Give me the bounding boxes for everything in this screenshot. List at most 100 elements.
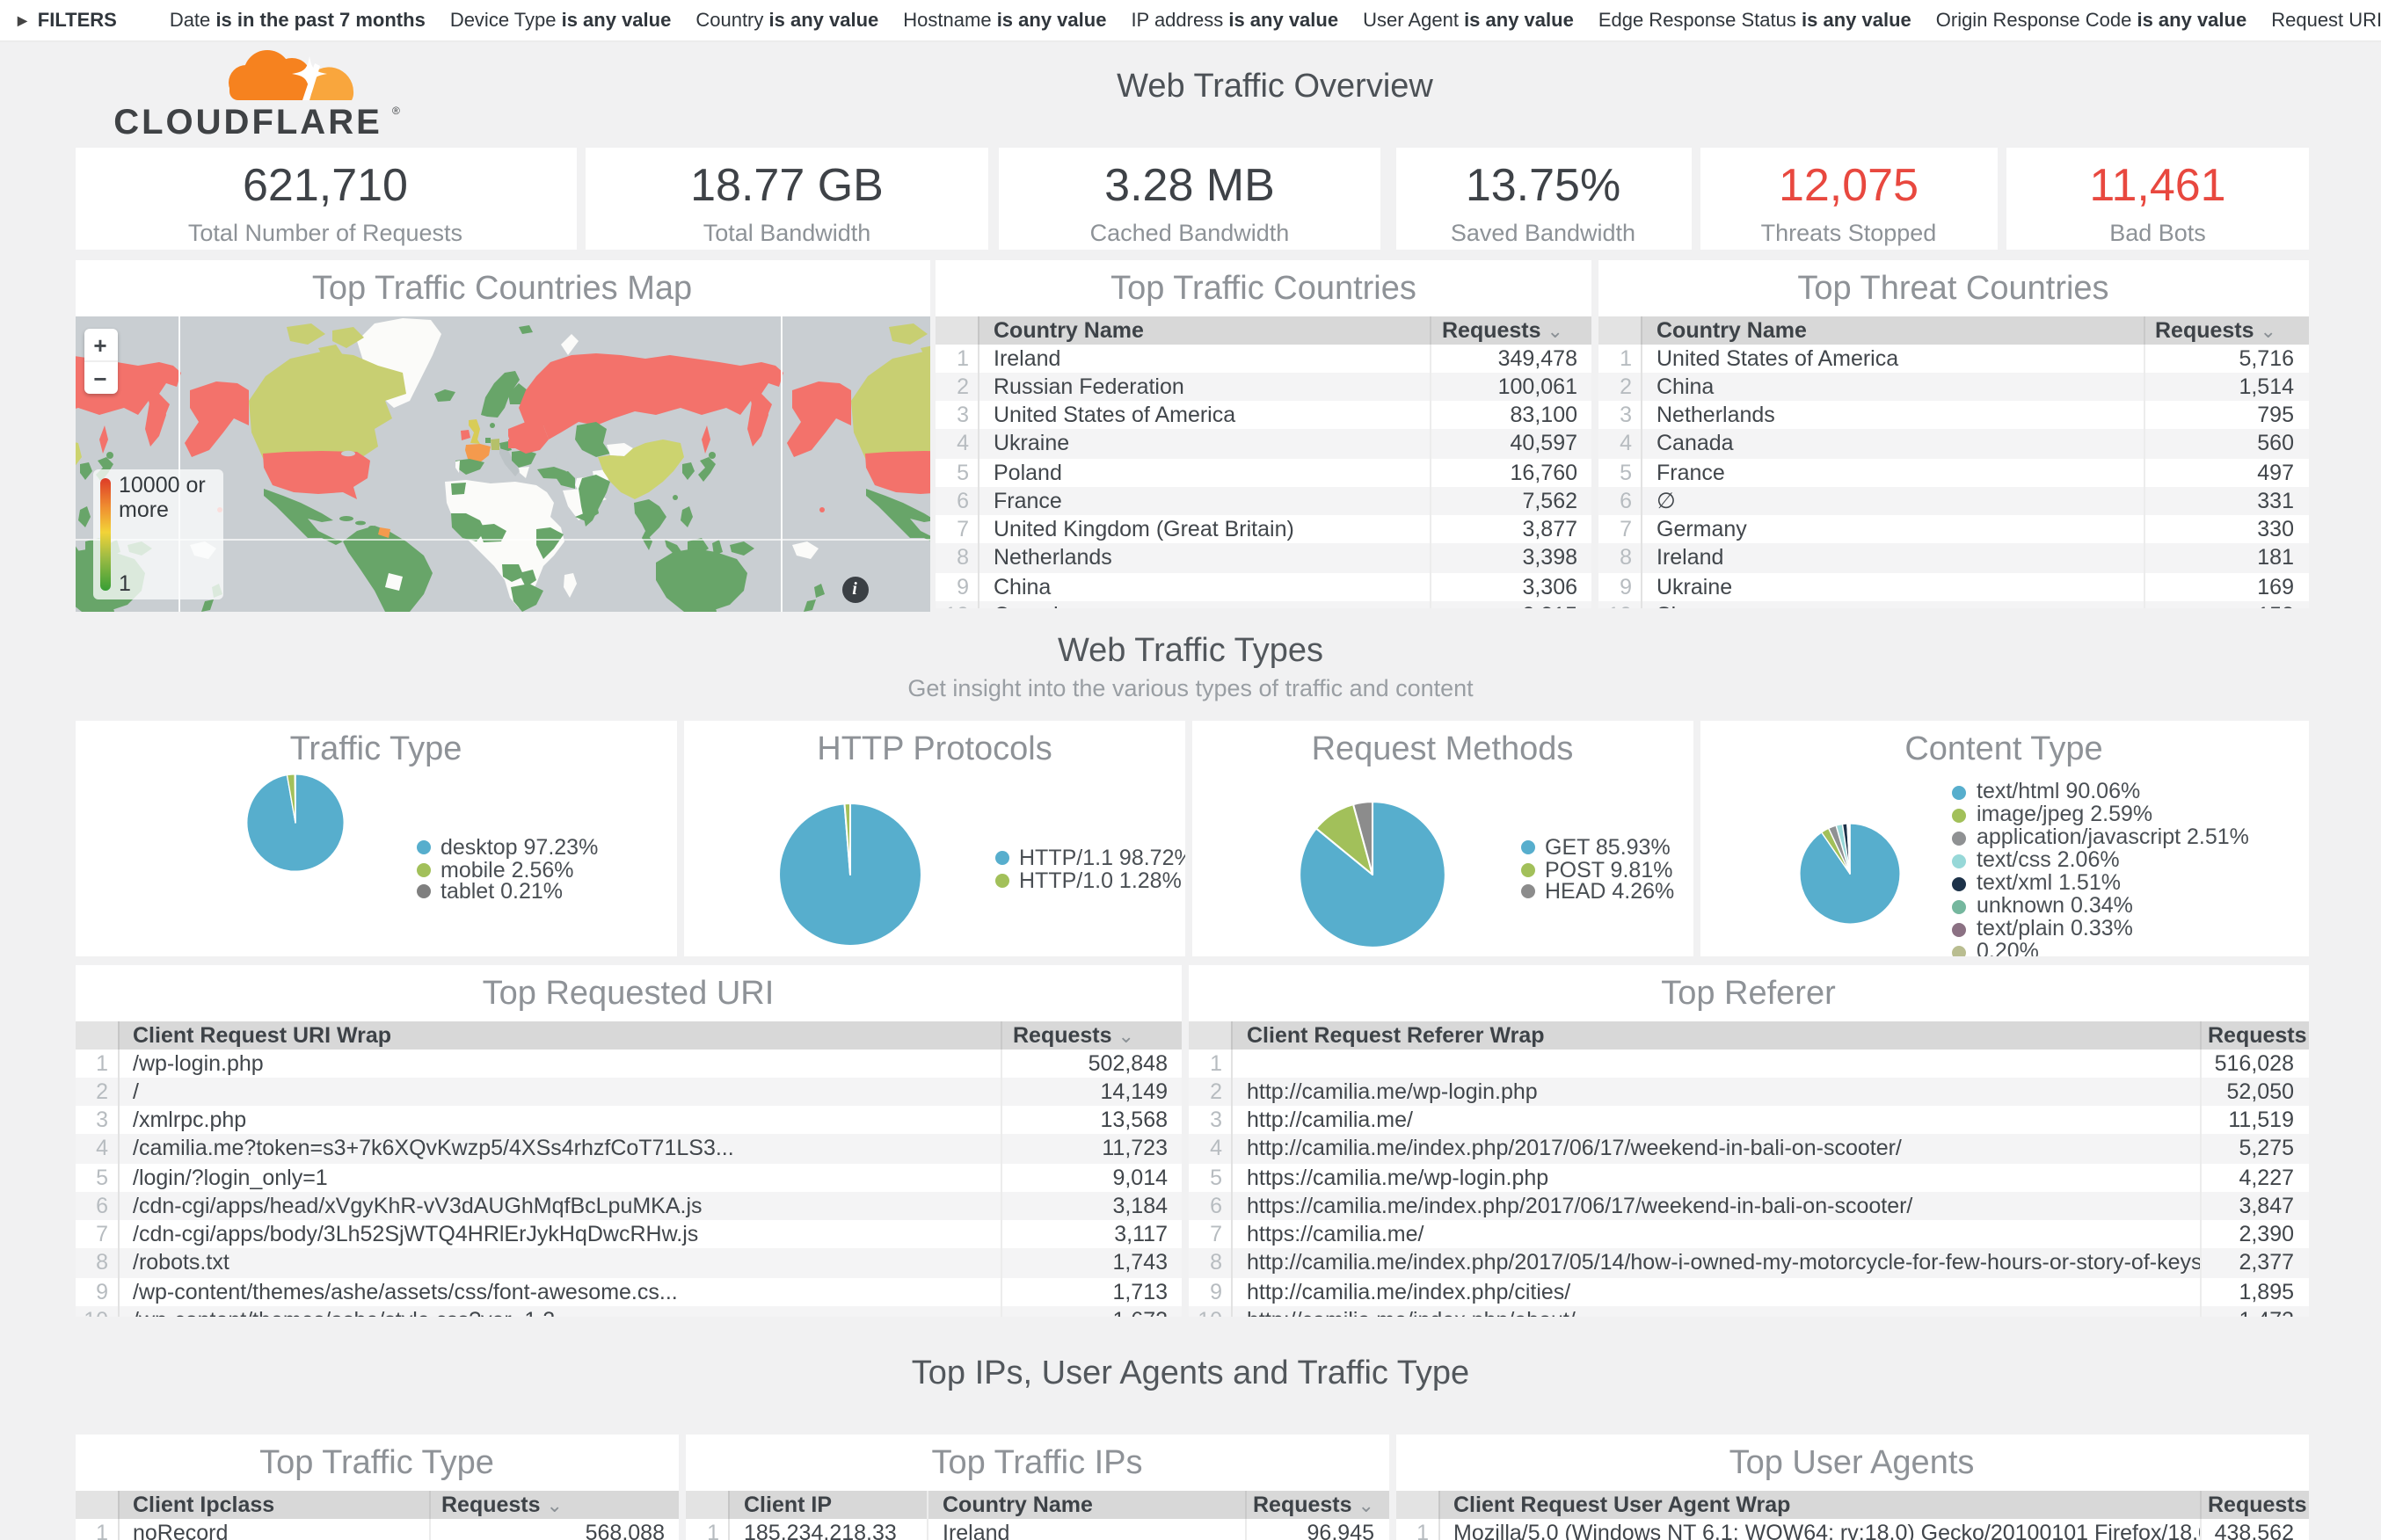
table-row[interactable]: 9 China 3,306 bbox=[936, 572, 1591, 601]
column-header-requests[interactable]: Requests ⌄ bbox=[429, 1491, 679, 1519]
table-row[interactable]: 3 United States of America 83,100 bbox=[936, 401, 1591, 430]
request-methods-pie[interactable] bbox=[1296, 798, 1449, 951]
column-header-requests[interactable]: Requests ⌄ bbox=[2143, 316, 2308, 344]
filter-chip[interactable]: Country is any value bbox=[695, 10, 879, 31]
table-row[interactable]: 2 / 14,149 bbox=[75, 1077, 1182, 1106]
table-row[interactable]: 7 Germany 330 bbox=[1598, 515, 2308, 544]
table-row[interactable]: 9 /wp-content/themes/ashe/assets/css/fon… bbox=[75, 1277, 1182, 1306]
traffic-type-chart-panel: Traffic Type desktop 97.23% mobile 2.56% t… bbox=[75, 721, 677, 955]
table-body: 1 185.234.218.33 Ireland 96,945 bbox=[686, 1519, 1388, 1540]
table-row[interactable]: 5 France 497 bbox=[1598, 458, 2308, 487]
world-map[interactable]: + − 10000 or more 1 i bbox=[75, 316, 929, 611]
legend-label: mobile 2.56% bbox=[441, 857, 574, 882]
column-header-requests[interactable]: Requests ⌄ bbox=[2199, 1491, 2308, 1519]
legend-item[interactable]: mobile 2.56% bbox=[416, 859, 598, 881]
table-row[interactable]: 10 /wp-content/themes/ashe/style.css?ver… bbox=[75, 1305, 1182, 1316]
filter-chip[interactable]: User Agent is any value bbox=[1363, 10, 1574, 31]
column-header-requests[interactable]: Requests ⌄ bbox=[1430, 316, 1591, 344]
legend-dot-icon bbox=[1952, 785, 1966, 799]
content-type-pie[interactable] bbox=[1796, 821, 1902, 926]
legend-item[interactable]: text/plain 0.33% bbox=[1952, 917, 2249, 941]
legend-item[interactable]: POST 9.81% bbox=[1520, 859, 1674, 881]
legend-item[interactable]: application/javascript 2.51% bbox=[1952, 825, 2249, 849]
column-header-requests[interactable]: Requests ⌄ bbox=[2199, 1021, 2308, 1049]
table-row[interactable]: 5 /login/?login_only=1 9,014 bbox=[75, 1163, 1182, 1192]
filter-chip[interactable]: Device Type is any value bbox=[449, 10, 672, 31]
table-row[interactable]: 6 https://camilia.me/index.php/2017/06/1… bbox=[1189, 1191, 2308, 1220]
filter-chip[interactable]: Origin Response Code is any value bbox=[1935, 10, 2247, 31]
legend-item[interactable]: 0.20% bbox=[1952, 940, 2249, 955]
legend-item[interactable]: unknown 0.34% bbox=[1952, 894, 2249, 918]
table-row[interactable]: 1 Ireland 349,478 bbox=[936, 344, 1591, 373]
legend-item[interactable]: text/css 2.06% bbox=[1952, 848, 2249, 872]
legend-item[interactable]: text/html 90.06% bbox=[1952, 780, 2249, 803]
legend-item[interactable]: HTTP/1.0 1.28% bbox=[994, 869, 1185, 891]
kpi-value: 13.75% bbox=[1465, 158, 1621, 211]
zoom-in-button[interactable]: + bbox=[84, 329, 117, 362]
filter-chip[interactable]: Request URI is any value bbox=[2271, 10, 2381, 31]
filter-chip[interactable]: IP address is any value bbox=[1131, 10, 1339, 31]
column-header[interactable]: Client Request Referer Wrap bbox=[1247, 1022, 1545, 1047]
table-row[interactable]: 3 Netherlands 795 bbox=[1598, 401, 2308, 430]
column-header[interactable]: Country Name bbox=[927, 1491, 1244, 1519]
legend-item[interactable]: desktop 97.23% bbox=[416, 837, 598, 859]
table-row[interactable]: 3 http://camilia.me/ 11,519 bbox=[1189, 1106, 2308, 1135]
table-row[interactable]: 1 185.234.218.33 Ireland 96,945 bbox=[686, 1519, 1388, 1540]
table-row[interactable]: 1 United States of America 5,716 bbox=[1598, 344, 2308, 373]
zoom-out-button[interactable]: − bbox=[93, 366, 107, 392]
table-row[interactable]: 5 https://camilia.me/wp-login.php 4,227 bbox=[1189, 1163, 2308, 1192]
table-row[interactable]: 9 Ukraine 169 bbox=[1598, 572, 2308, 601]
column-header[interactable]: Client Request URI Wrap bbox=[133, 1022, 392, 1047]
column-header[interactable]: Client Request User Agent Wrap bbox=[1453, 1493, 1791, 1517]
table-row[interactable]: 5 Poland 16,760 bbox=[936, 458, 1591, 487]
legend-item[interactable]: HEAD 4.26% bbox=[1520, 881, 1674, 903]
table-row[interactable]: 1 Mozilla/5.0 (Windows NT 6.1; WOW64; rv… bbox=[1395, 1519, 2308, 1540]
table-row[interactable]: 4 Canada 560 bbox=[1598, 429, 2308, 458]
table-row[interactable]: 1 516,028 bbox=[1189, 1049, 2308, 1078]
table-row[interactable]: 3 /xmlrpc.php 13,568 bbox=[75, 1106, 1182, 1135]
table-row[interactable]: 6 /cdn-cgi/apps/head/xVgyKhR-vV3dAUGhMqf… bbox=[75, 1191, 1182, 1220]
table-row[interactable]: 10 Canada 3,215 bbox=[936, 600, 1591, 607]
legend-item[interactable]: HTTP/1.1 98.72% bbox=[994, 847, 1185, 869]
column-header[interactable]: Client IP bbox=[744, 1493, 833, 1517]
table-row[interactable]: 4 http://camilia.me/index.php/2017/06/17… bbox=[1189, 1134, 2308, 1163]
map-info-icon[interactable]: i bbox=[841, 577, 868, 603]
filter-chip[interactable]: Hostname is any value bbox=[903, 10, 1107, 31]
table-row[interactable]: 1 noRecord 568,088 bbox=[75, 1519, 679, 1540]
table-row[interactable]: 4 /camilia.me?token=s3+7k6XQvKwzp5/4XSs4… bbox=[75, 1134, 1182, 1163]
table-row[interactable]: 1 /wp-login.php 502,848 bbox=[75, 1049, 1182, 1078]
column-header[interactable]: Country Name bbox=[994, 317, 1144, 342]
http-protocols-pie[interactable] bbox=[775, 800, 924, 949]
filters-toggle[interactable]: ▶ FILTERS bbox=[18, 10, 117, 31]
table-row[interactable]: 2 http://camilia.me/wp-login.php 52,050 bbox=[1189, 1077, 2308, 1106]
legend-item[interactable]: tablet 0.21% bbox=[416, 881, 598, 903]
table-row[interactable]: 9 http://camilia.me/index.php/cities/ 1,… bbox=[1189, 1277, 2308, 1306]
table-row[interactable]: 7 https://camilia.me/ 2,390 bbox=[1189, 1220, 2308, 1249]
kpi-value: 12,075 bbox=[1778, 158, 1919, 211]
table-row[interactable]: 8 /robots.txt 1,743 bbox=[75, 1248, 1182, 1277]
column-header-requests[interactable]: Requests ⌄ bbox=[1001, 1021, 1182, 1049]
column-header[interactable]: Country Name bbox=[1657, 317, 1807, 342]
column-header-requests[interactable]: Requests ⌄ bbox=[1244, 1491, 1388, 1519]
table-row[interactable]: 8 Netherlands 3,398 bbox=[936, 543, 1591, 572]
table-row[interactable]: 7 /cdn-cgi/apps/body/3Lh52SjWTQ4HRlErJyk… bbox=[75, 1220, 1182, 1249]
filter-chip[interactable]: Date is in the past 7 months bbox=[169, 10, 426, 31]
table-row[interactable]: 4 Ukraine 40,597 bbox=[936, 429, 1591, 458]
table-row[interactable]: 10 Singapore 158 bbox=[1598, 600, 2308, 607]
chart-title: Request Methods bbox=[1311, 731, 1574, 768]
legend-item[interactable]: image/jpeg 2.59% bbox=[1952, 803, 2249, 826]
filter-chip[interactable]: Edge Response Status is any value bbox=[1598, 10, 1911, 31]
table-row[interactable]: 2 China 1,514 bbox=[1598, 372, 2308, 401]
column-header[interactable]: Client Ipclass bbox=[133, 1493, 275, 1517]
traffic-type-pie[interactable] bbox=[244, 772, 346, 874]
table-row[interactable]: 7 United Kingdom (Great Britain) 3,877 bbox=[936, 515, 1591, 544]
legend-item[interactable]: GET 85.93% bbox=[1520, 837, 1674, 859]
kpi-card: 621,710 Total Number of Requests bbox=[75, 148, 576, 249]
table-row[interactable]: 10 http://camilia.me/index.php/about/ 1,… bbox=[1189, 1305, 2308, 1316]
table-row[interactable]: 2 Russian Federation 100,061 bbox=[936, 372, 1591, 401]
table-row[interactable]: 6 ∅ 331 bbox=[1598, 486, 2308, 515]
table-row[interactable]: 8 http://camilia.me/index.php/2017/05/14… bbox=[1189, 1248, 2308, 1277]
table-row[interactable]: 8 Ireland 181 bbox=[1598, 543, 2308, 572]
legend-item[interactable]: text/xml 1.51% bbox=[1952, 871, 2249, 895]
table-row[interactable]: 6 France 7,562 bbox=[936, 486, 1591, 515]
